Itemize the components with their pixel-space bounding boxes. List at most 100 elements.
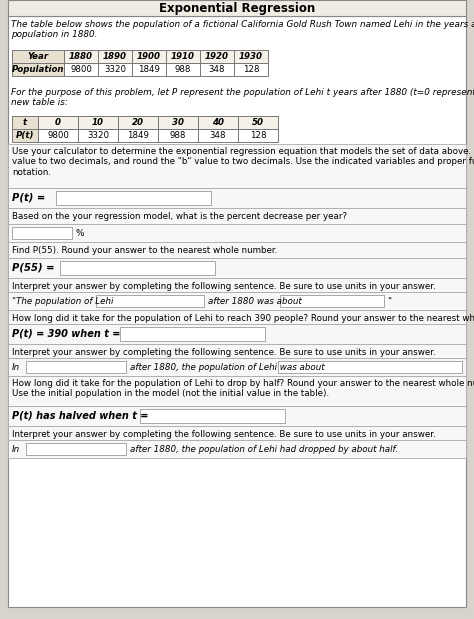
Text: Interpret your answer by completing the following sentence. Be sure to use units: Interpret your answer by completing the … <box>12 282 436 291</box>
Bar <box>8 344 466 358</box>
Bar <box>12 227 72 239</box>
Bar <box>158 116 198 129</box>
Text: 20: 20 <box>132 118 144 127</box>
Text: 1880: 1880 <box>69 52 93 61</box>
Bar <box>8 440 466 458</box>
Bar <box>200 50 234 63</box>
Text: Use your calculator to determine the exponential regression equation that models: Use your calculator to determine the exp… <box>12 147 474 177</box>
Bar <box>98 63 132 76</box>
Bar <box>78 129 118 142</box>
Bar <box>120 327 265 341</box>
Text: 9800: 9800 <box>47 131 69 140</box>
Text: 1849: 1849 <box>138 65 160 74</box>
Bar <box>8 144 466 188</box>
Bar <box>234 50 268 63</box>
Bar <box>278 361 462 373</box>
Bar <box>140 409 285 423</box>
Text: 1920: 1920 <box>205 52 229 61</box>
Text: %: % <box>76 229 85 238</box>
Text: How long did it take for the population of Lehi to reach 390 people? Round your : How long did it take for the population … <box>12 314 474 323</box>
Text: 30: 30 <box>172 118 184 127</box>
Bar <box>8 292 466 310</box>
Bar <box>8 0 466 16</box>
Text: 1910: 1910 <box>171 52 195 61</box>
Text: 1890: 1890 <box>103 52 127 61</box>
Bar <box>132 50 166 63</box>
Text: Year: Year <box>27 52 48 61</box>
Bar <box>118 116 158 129</box>
Text: "The population of Lehi: "The population of Lehi <box>12 297 113 306</box>
Text: In: In <box>12 363 20 372</box>
Text: Interpret your answer by completing the following sentence. Be sure to use units: Interpret your answer by completing the … <box>12 430 436 439</box>
Text: 348: 348 <box>209 65 225 74</box>
Text: In: In <box>12 445 20 454</box>
Bar <box>8 324 466 344</box>
Bar <box>64 50 98 63</box>
Bar <box>132 63 166 76</box>
Text: t: t <box>23 118 27 127</box>
Bar <box>198 129 238 142</box>
Text: 9800: 9800 <box>70 65 92 74</box>
Text: ": " <box>387 297 391 306</box>
Text: 988: 988 <box>170 131 186 140</box>
Bar <box>78 116 118 129</box>
Bar <box>12 129 38 142</box>
Bar <box>98 50 132 63</box>
Bar <box>96 295 204 307</box>
Text: P(t) = 390 when t =: P(t) = 390 when t = <box>12 329 120 339</box>
Bar <box>12 63 64 76</box>
Text: 1930: 1930 <box>239 52 263 61</box>
Bar <box>238 116 278 129</box>
Bar <box>12 116 38 129</box>
Text: 3320: 3320 <box>104 65 126 74</box>
Bar <box>12 50 64 63</box>
Bar <box>234 63 268 76</box>
Text: after 1880 was about: after 1880 was about <box>208 297 302 306</box>
Text: 3320: 3320 <box>87 131 109 140</box>
Text: 1900: 1900 <box>137 52 161 61</box>
Bar <box>38 116 78 129</box>
Text: 40: 40 <box>212 118 224 127</box>
Text: 50: 50 <box>252 118 264 127</box>
Text: P(t) =: P(t) = <box>12 193 45 203</box>
Text: Interpret your answer by completing the following sentence. Be sure to use units: Interpret your answer by completing the … <box>12 348 436 357</box>
Bar <box>38 129 78 142</box>
Bar <box>56 191 211 205</box>
Bar <box>26 443 126 455</box>
Text: 1849: 1849 <box>127 131 149 140</box>
Text: Population: Population <box>12 65 64 74</box>
Bar <box>8 224 466 242</box>
Text: P(t) has halved when t =: P(t) has halved when t = <box>12 411 148 421</box>
Text: 348: 348 <box>210 131 226 140</box>
Text: 0: 0 <box>55 118 61 127</box>
Bar <box>8 426 466 440</box>
Text: Based on the your regression model, what is the percent decrease per year?: Based on the your regression model, what… <box>12 212 347 221</box>
Text: How long did it take for the population of Lehi to drop by half? Round your answ: How long did it take for the population … <box>12 379 474 399</box>
Text: after 1880, the population of Lehi had dropped by about half.: after 1880, the population of Lehi had d… <box>130 445 398 454</box>
Text: 128: 128 <box>250 131 266 140</box>
Text: after 1880, the population of Lehi was about: after 1880, the population of Lehi was a… <box>130 363 325 372</box>
Text: P(55) =: P(55) = <box>12 263 55 273</box>
Text: 10: 10 <box>92 118 104 127</box>
Text: 988: 988 <box>175 65 191 74</box>
Bar <box>166 63 200 76</box>
Bar <box>8 376 466 406</box>
Bar <box>8 242 466 258</box>
Bar <box>26 361 126 373</box>
Bar <box>8 406 466 426</box>
Text: P(t): P(t) <box>16 131 34 140</box>
Bar <box>64 63 98 76</box>
Bar <box>238 129 278 142</box>
Bar <box>8 278 466 292</box>
Bar <box>8 208 466 224</box>
Bar <box>8 188 466 208</box>
Text: Exponential Regression: Exponential Regression <box>159 2 315 15</box>
Text: 128: 128 <box>243 65 259 74</box>
Bar <box>200 63 234 76</box>
Bar <box>198 116 238 129</box>
Text: Find P(55). Round your answer to the nearest whole number.: Find P(55). Round your answer to the nea… <box>12 246 277 255</box>
Text: The table below shows the population of a fictional California Gold Rush Town na: The table below shows the population of … <box>11 20 474 40</box>
Bar <box>166 50 200 63</box>
Bar <box>8 258 466 278</box>
Bar <box>8 358 466 376</box>
